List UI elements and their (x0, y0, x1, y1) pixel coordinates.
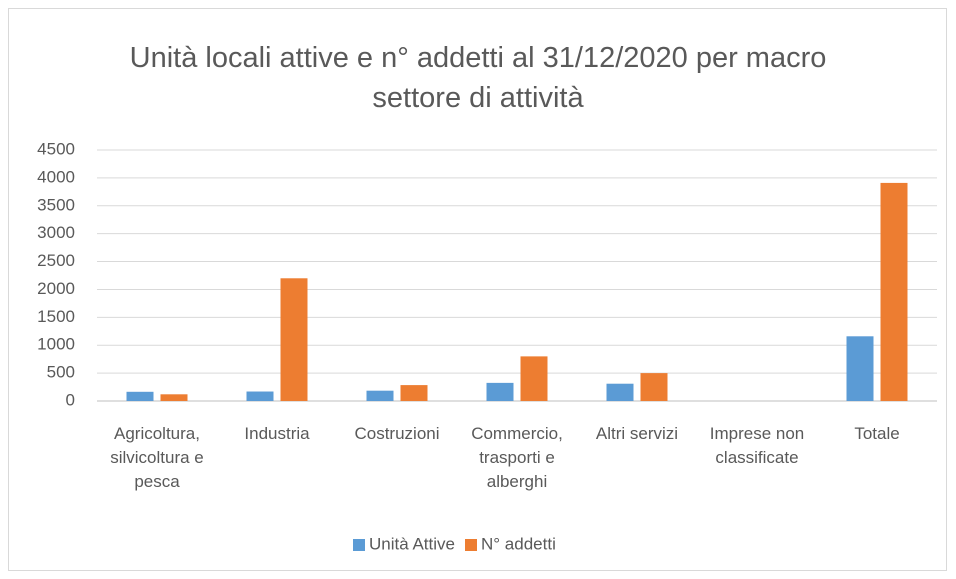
y-tick-label: 0 (66, 390, 75, 409)
y-tick-label: 500 (47, 363, 75, 382)
legend-swatch (353, 539, 365, 551)
bar (246, 391, 274, 401)
x-tick-label: Totale (854, 424, 900, 443)
legend-swatch (465, 539, 477, 551)
x-tick-label: Costruzioni (354, 424, 440, 443)
bar (126, 391, 154, 401)
chart-title: Unità locali attive e n° addetti al 31/1… (129, 42, 827, 114)
bar (606, 383, 634, 401)
x-tick-label: Altri servizi (595, 424, 679, 443)
bar (400, 385, 428, 401)
x-tick-label: Imprese non classificate (709, 424, 805, 467)
legend-label: Unità Attive (369, 534, 455, 553)
bar (486, 382, 514, 401)
y-tick-label: 2000 (37, 279, 75, 298)
y-tick-label: 1500 (37, 307, 75, 326)
y-tick-label: 1000 (37, 335, 75, 354)
x-tick-label: Agricoltura, silvicoltura e pesca (110, 424, 204, 491)
y-tick-label: 4000 (37, 167, 75, 186)
bar (366, 390, 394, 401)
bar (280, 278, 308, 401)
y-tick-label: 3000 (37, 223, 75, 242)
bar (640, 373, 668, 401)
bar (520, 356, 548, 401)
chart-border (8, 8, 947, 571)
x-tick-label: Commercio, trasporti e alberghi (471, 424, 563, 491)
y-tick-label: 2500 (37, 251, 75, 270)
bar (160, 394, 188, 401)
legend-label: N° addetti (481, 534, 556, 553)
y-tick-label: 4500 (37, 139, 75, 158)
bar (880, 182, 908, 401)
bar (846, 336, 874, 401)
x-tick-label: Industria (244, 424, 310, 443)
y-tick-label: 3500 (37, 195, 75, 214)
